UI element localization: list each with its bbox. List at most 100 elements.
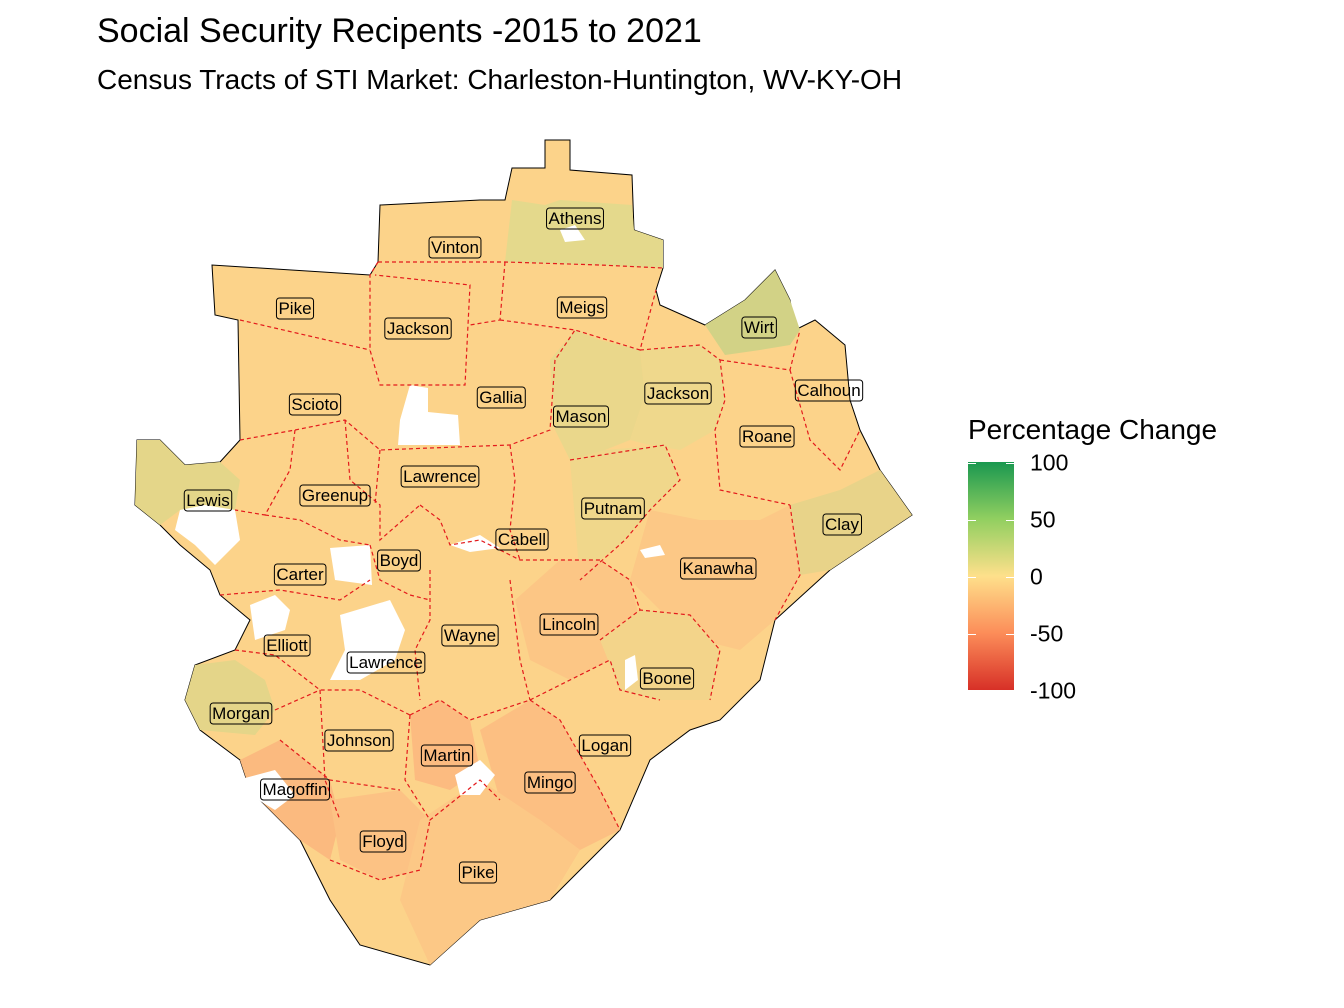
county-label-box <box>495 528 549 551</box>
county-label-text: Lincoln <box>542 615 596 634</box>
county-label-text: Carter <box>276 565 324 584</box>
legend-tick-label: 100 <box>1030 449 1069 476</box>
county-label-box <box>346 651 426 674</box>
county-label: Putnam <box>581 497 645 520</box>
county-label-text: Putnam <box>584 499 643 518</box>
county-label: Carter <box>273 563 327 586</box>
county-label: Boyd <box>377 549 421 572</box>
county-label-text: Elliott <box>266 636 308 655</box>
county-labels: Athens Vinton Meigs Pike Jackson Wirt Calhoun S… <box>183 207 864 884</box>
county-label-box <box>384 317 452 340</box>
county-label-text: Pike <box>278 299 311 318</box>
county-label-text: Boyd <box>380 551 419 570</box>
county-label-text: Pike <box>461 863 494 882</box>
county-label-box <box>299 484 371 507</box>
legend-tickmark <box>1006 690 1014 691</box>
county-label: Lewis <box>183 489 233 512</box>
county-label-box <box>581 497 645 520</box>
county-floyd <box>330 790 430 880</box>
county-label: Jackson <box>644 382 712 405</box>
hole-boone <box>625 655 638 690</box>
hole-boyd <box>330 545 372 585</box>
county-label: Wayne <box>441 624 499 647</box>
county-label: Jackson <box>384 317 452 340</box>
county-label-text: Johnson <box>327 731 391 750</box>
county-label-text: Athens <box>549 209 602 228</box>
county-label-box <box>209 702 273 725</box>
county-athens <box>505 200 663 268</box>
county-label-box <box>524 771 576 794</box>
county-label-box <box>476 386 526 409</box>
legend-tick-label: 0 <box>1030 563 1043 590</box>
county-label-box <box>458 861 498 884</box>
county-label: Lawrence <box>346 651 426 674</box>
hole-cabell <box>450 535 500 552</box>
county-label-box <box>420 744 474 767</box>
county-label-text: Mason <box>555 407 606 426</box>
county-jackson-wv <box>630 345 725 450</box>
county-label-box <box>680 557 757 580</box>
county-label-box <box>275 297 315 320</box>
legend-title: Percentage Change <box>968 414 1218 445</box>
legend-tickmark <box>1006 520 1014 521</box>
hole-lewis <box>175 505 240 565</box>
county-label: Pike <box>275 297 315 320</box>
county-label-box <box>739 425 795 448</box>
county-label-text: Wirt <box>744 318 774 337</box>
county-putnam <box>570 445 680 580</box>
county-label-text: Mingo <box>527 773 573 792</box>
legend-tickmark <box>1006 577 1014 578</box>
hole-lawrence-oh <box>398 385 460 445</box>
county-label: Scioto <box>288 393 342 416</box>
county-label-box <box>400 465 480 488</box>
county-label-text: Cabell <box>498 530 546 549</box>
county-label-text: Clay <box>825 515 860 534</box>
county-label: Wirt <box>741 316 777 339</box>
county-label-text: Kanawha <box>683 559 754 578</box>
hole-martin <box>455 760 495 795</box>
county-label-box <box>556 296 608 319</box>
hole-elliott <box>250 595 290 640</box>
county-label-box <box>273 563 327 586</box>
county-label-box <box>539 613 599 636</box>
legend-color-bar <box>968 462 1014 690</box>
county-label: Cabell <box>495 528 549 551</box>
legend-tick-label: -50 <box>1030 620 1064 647</box>
county-label-box <box>794 379 864 402</box>
county-label-text: Vinton <box>431 238 479 257</box>
county-label-box <box>260 778 330 801</box>
county-label-box <box>741 316 777 339</box>
county-label-text: Scioto <box>291 395 338 414</box>
county-label: Johnson <box>324 729 394 752</box>
legend-tickmark <box>968 634 976 635</box>
county-label-box <box>639 667 695 690</box>
map-subtitle: Census Tracts of STI Market: Charleston-… <box>97 64 903 95</box>
county-lewis <box>135 440 240 525</box>
county-label-box <box>552 405 610 428</box>
legend-tickmark <box>1006 463 1014 464</box>
hole-kanawha <box>640 545 665 558</box>
county-label: Floyd <box>359 830 407 853</box>
county-label-text: Martin <box>423 746 470 765</box>
legend-tickmark <box>968 690 976 691</box>
county-morgan <box>185 660 275 735</box>
county-label: Calhoun <box>794 379 864 402</box>
county-label-box <box>428 236 482 259</box>
legend-tickmark <box>1006 634 1014 635</box>
county-label-text: Meigs <box>559 298 604 317</box>
county-label: Athens <box>546 207 604 230</box>
county-label: Mingo <box>524 771 576 794</box>
legend-tick-label: -100 <box>1030 677 1077 704</box>
county-label: Boone <box>639 667 695 690</box>
county-label-box <box>377 549 421 572</box>
county-label-text: Magoffin <box>263 780 328 799</box>
county-label-text: Lawrence <box>403 467 477 486</box>
county-label: Clay <box>822 513 863 536</box>
county-label-box <box>288 393 342 416</box>
county-label-text: Lewis <box>186 491 229 510</box>
county-label-box <box>441 624 499 647</box>
county-label: Pike <box>458 861 498 884</box>
county-label-box <box>578 734 632 757</box>
county-label-text: Jackson <box>387 319 449 338</box>
